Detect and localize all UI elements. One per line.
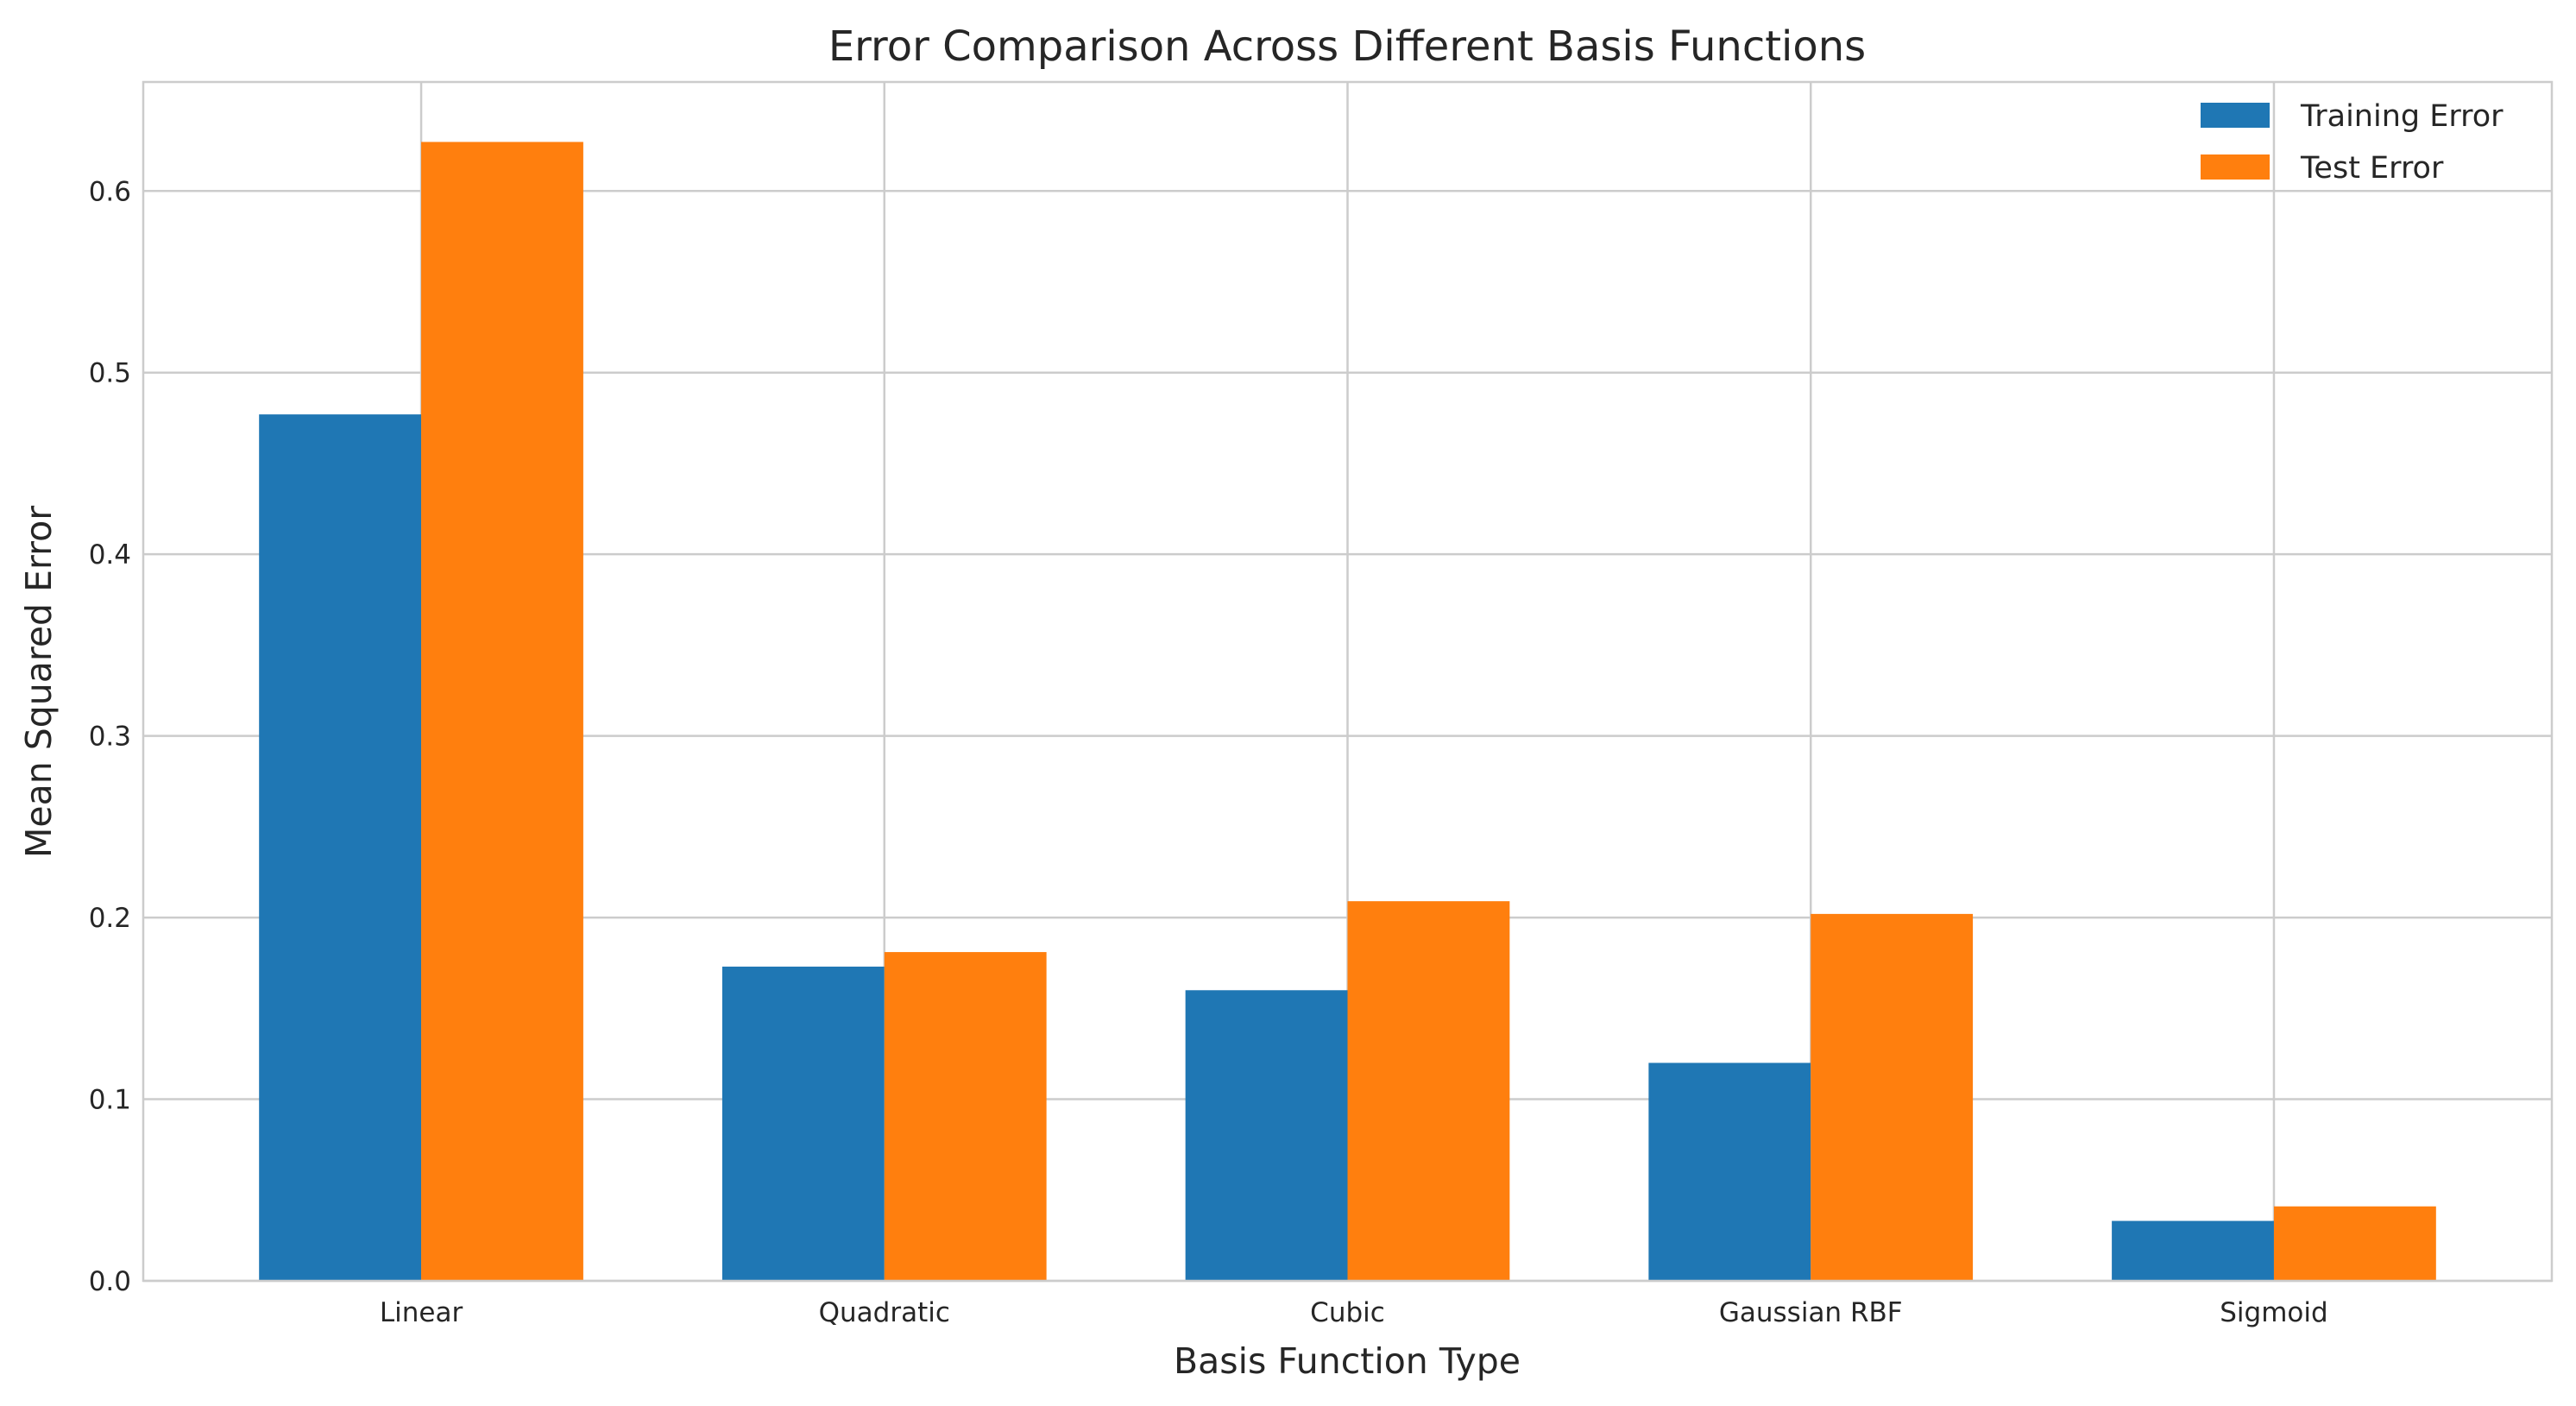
legend-label: Training Error — [2300, 99, 2504, 134]
bar-training-error-linear — [259, 414, 422, 1281]
legend-label: Test Error — [2300, 151, 2444, 186]
y-tick-label: 0.2 — [89, 903, 131, 934]
bar-test-error-sigmoid — [2273, 1206, 2436, 1281]
legend-swatch — [2201, 154, 2270, 180]
y-tick-label: 0.5 — [89, 358, 131, 389]
y-tick-label: 0.1 — [89, 1085, 131, 1116]
bar-training-error-sigmoid — [2112, 1220, 2274, 1281]
x-tick-label: Gaussian RBF — [1719, 1297, 1903, 1328]
bar-test-error-cubic — [1347, 901, 1510, 1281]
x-tick-labels: Linear Quadratic Cubic Gaussian RBF Sigmoid — [380, 1297, 2328, 1328]
y-tick-label: 0.3 — [89, 722, 131, 753]
x-tick-label: Quadratic — [819, 1297, 950, 1328]
bar-training-error-cubic — [1185, 990, 1348, 1281]
y-tick-label: 0.6 — [89, 176, 131, 207]
bar-test-error-linear — [421, 142, 583, 1282]
x-axis-label: Basis Function Type — [1174, 1340, 1521, 1382]
legend-swatch — [2201, 103, 2270, 128]
y-tick-labels: 0.0 0.1 0.2 0.3 0.4 0.5 0.6 — [89, 176, 131, 1297]
legend: Training Error Test Error — [2201, 99, 2504, 186]
bar-test-error-quadratic — [884, 952, 1047, 1281]
chart-title: Error Comparison Across Different Basis … — [828, 22, 1866, 71]
bar-test-error-gaussian-rbf — [1811, 913, 1974, 1281]
x-tick-label: Linear — [380, 1297, 463, 1328]
y-tick-label: 0.4 — [89, 539, 131, 571]
bar-training-error-gaussian-rbf — [1648, 1062, 1811, 1281]
y-axis-label: Mean Squared Error — [18, 506, 60, 858]
x-tick-label: Sigmoid — [2220, 1297, 2327, 1328]
bars — [259, 142, 2436, 1282]
x-tick-label: Cubic — [1310, 1297, 1385, 1328]
y-tick-label: 0.0 — [89, 1266, 131, 1297]
bar-training-error-quadratic — [721, 966, 885, 1281]
plot-frame — [142, 80, 2554, 1283]
